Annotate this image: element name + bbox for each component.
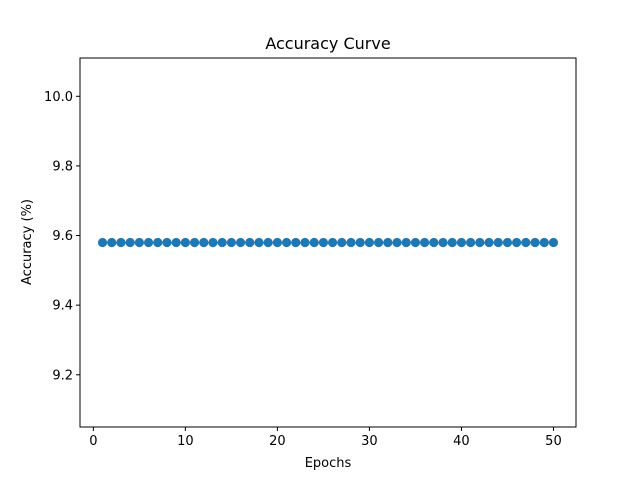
data-point (401, 237, 411, 248)
x-tick-label: 40 (453, 434, 470, 449)
data-point (162, 237, 172, 248)
data-point (134, 237, 144, 248)
data-point (291, 237, 301, 248)
data-point (116, 237, 126, 248)
x-axis: 0 10 20 30 40 50 (89, 427, 562, 449)
data-point (318, 237, 328, 248)
data-point (355, 237, 365, 248)
data-point (392, 237, 402, 248)
data-point (309, 237, 319, 248)
data-point (539, 237, 549, 248)
data-point (346, 237, 356, 248)
data-point (438, 237, 448, 248)
data-point (456, 237, 467, 248)
x-tick-label: 0 (89, 434, 97, 449)
data-point (199, 237, 209, 248)
chart-title: Accuracy Curve (265, 34, 390, 53)
y-tick-label: 9.6 (52, 229, 73, 244)
y-tick-label: 9.4 (52, 299, 73, 314)
data-point (466, 237, 476, 248)
data-point (502, 237, 513, 248)
data-point (143, 237, 154, 248)
data-point (125, 237, 135, 248)
data-point (530, 237, 540, 248)
data-point (235, 237, 246, 248)
data-point (281, 237, 292, 248)
x-tick-label: 50 (545, 434, 562, 449)
data-point (337, 237, 347, 248)
data-point (245, 237, 255, 248)
data-point (217, 237, 227, 248)
x-tick-label: 20 (269, 434, 286, 449)
plot-area (97, 237, 559, 248)
data-point (548, 237, 559, 248)
data-point (493, 237, 503, 248)
data-point (226, 237, 236, 248)
y-axis: 9.2 9.4 9.6 9.8 10.0 (44, 90, 80, 383)
data-point (429, 237, 439, 248)
axes-frame (79, 57, 577, 428)
data-point (410, 237, 421, 248)
data-point (171, 237, 181, 248)
data-point (263, 237, 273, 248)
x-axis-label: Epochs (305, 456, 352, 471)
data-point (447, 237, 457, 248)
data-point (328, 237, 338, 248)
data-point (512, 237, 522, 248)
x-tick-label: 30 (361, 434, 378, 449)
data-point (107, 237, 117, 248)
data-point (300, 237, 310, 248)
data-point (383, 237, 393, 248)
data-point (180, 237, 190, 248)
data-point (153, 237, 163, 248)
y-tick-label: 9.2 (52, 368, 73, 383)
data-point (272, 237, 282, 248)
data-point (475, 237, 485, 248)
y-axis-label: Accuracy (%) (20, 199, 35, 285)
data-point (364, 237, 375, 248)
data-point (254, 237, 264, 248)
data-point (521, 237, 531, 248)
data-point (374, 237, 384, 248)
x-tick-label: 10 (177, 434, 194, 449)
data-point (208, 237, 218, 248)
y-tick-label: 9.8 (52, 159, 73, 174)
data-point (484, 237, 494, 248)
y-tick-label: 10.0 (44, 90, 73, 105)
data-point (189, 237, 200, 248)
data-point (420, 237, 430, 248)
data-point (97, 237, 108, 248)
